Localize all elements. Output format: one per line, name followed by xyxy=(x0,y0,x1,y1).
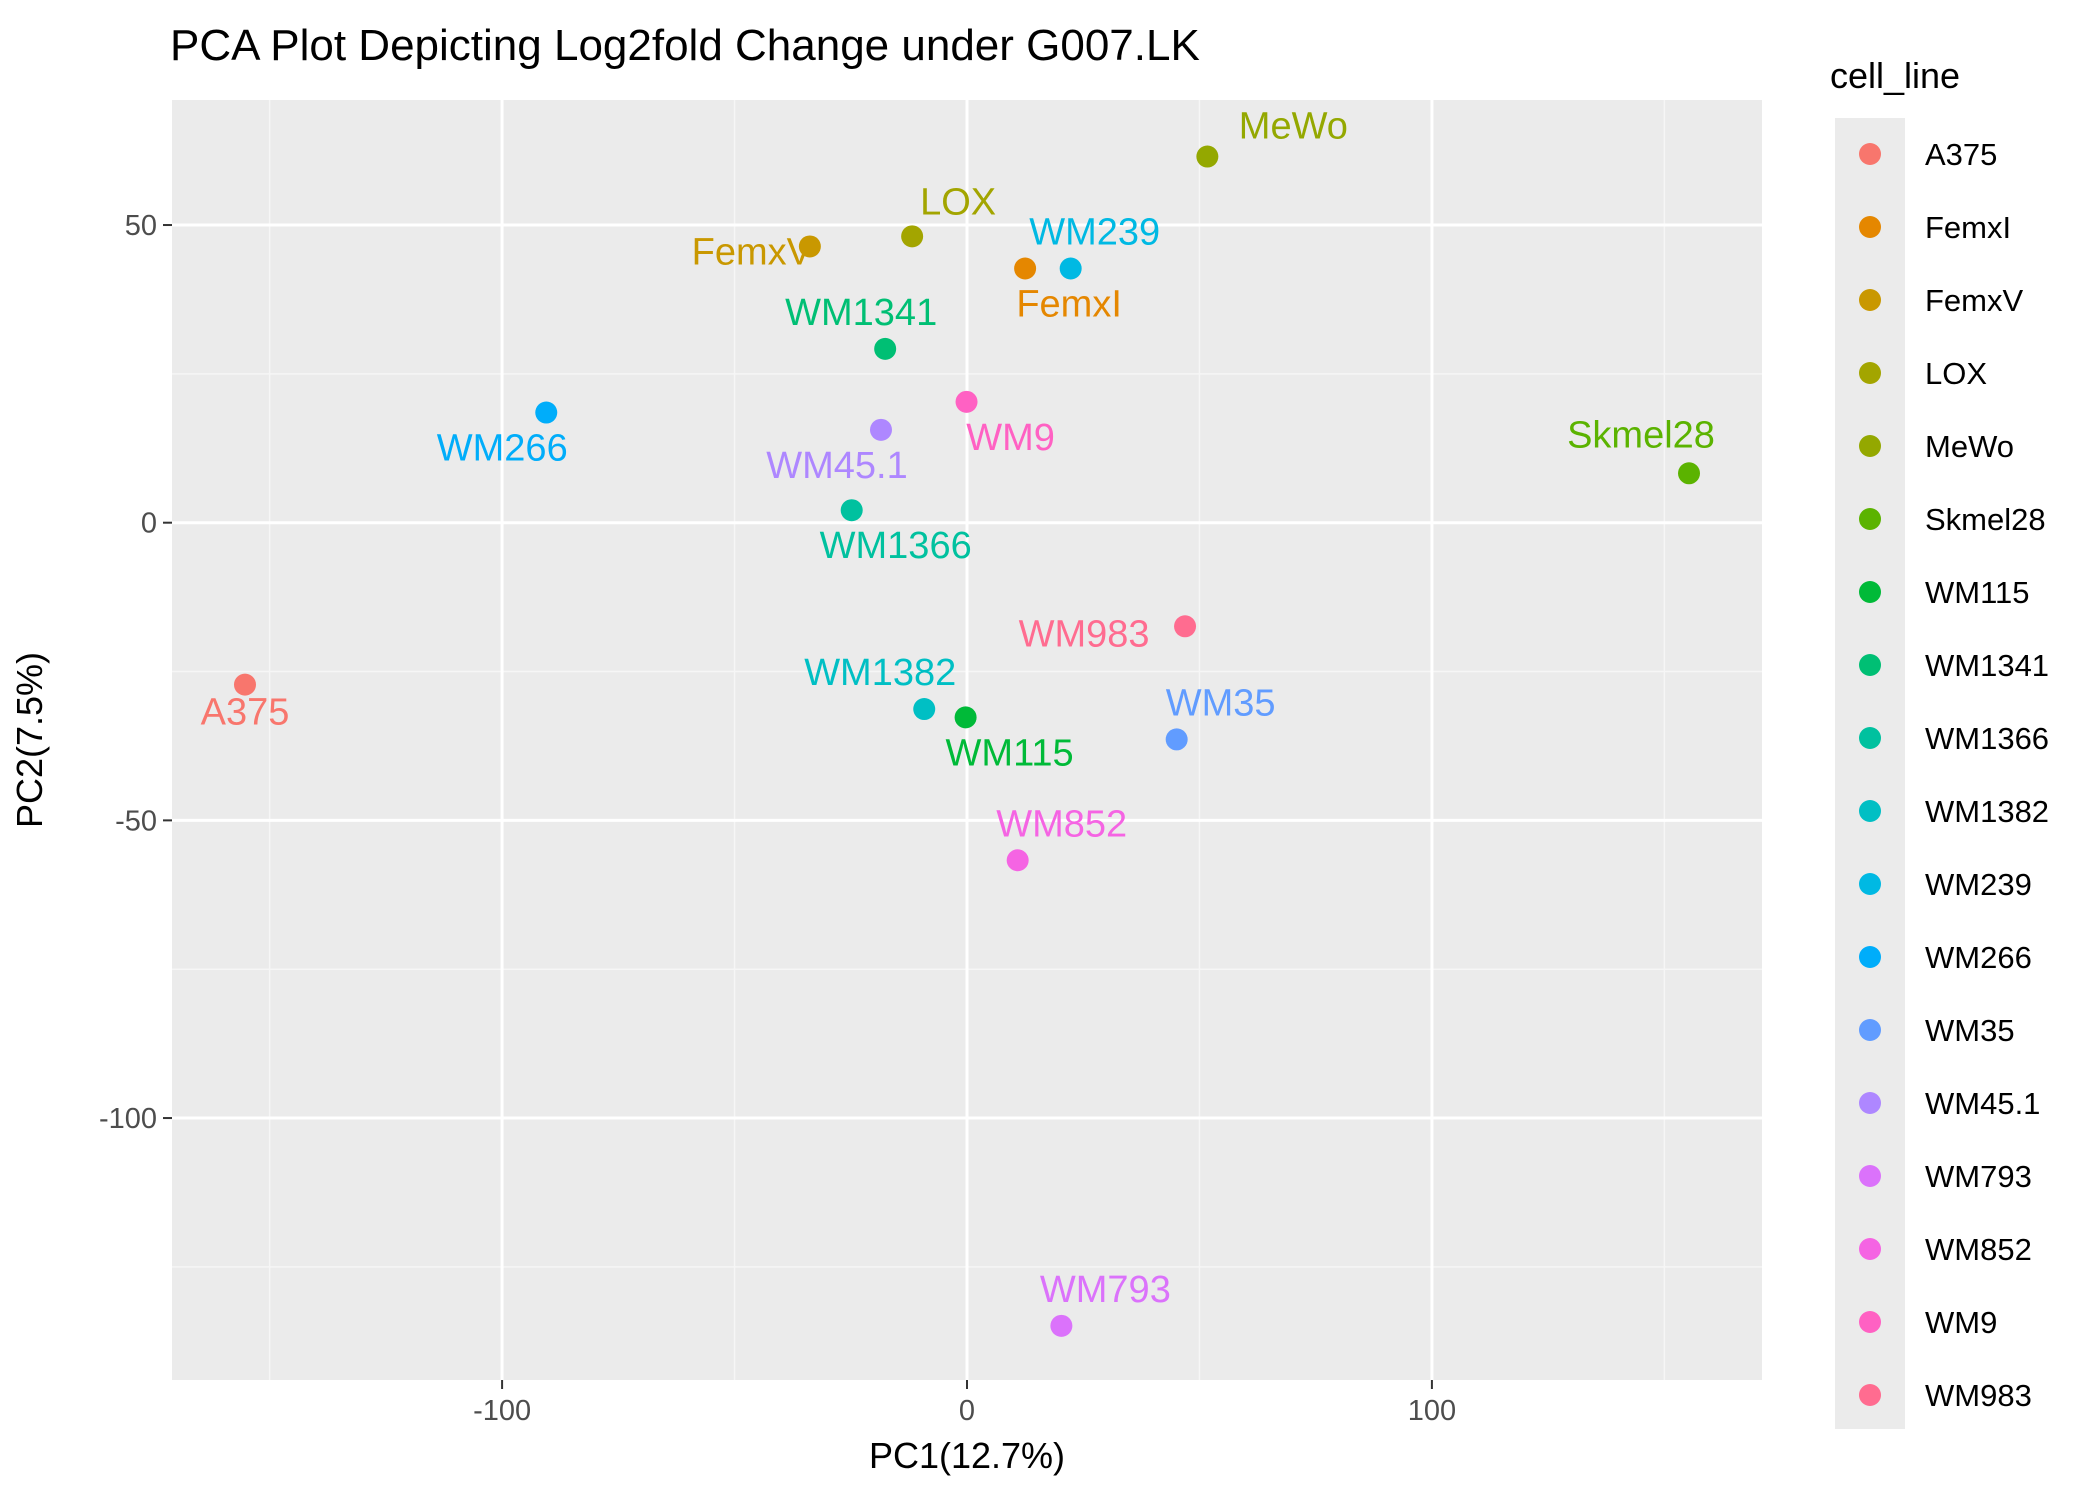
legend-key xyxy=(1859,873,1881,895)
y-tick-label: -50 xyxy=(115,805,157,837)
data-point-label: A375 xyxy=(201,692,290,734)
y-tick-label: -100 xyxy=(99,1103,157,1135)
legend-label: WM1382 xyxy=(1925,794,2049,829)
data-point-label: WM852 xyxy=(996,803,1127,845)
data-point xyxy=(901,225,924,248)
y-tick-label: 50 xyxy=(125,210,157,242)
legend-key xyxy=(1859,508,1881,530)
data-points xyxy=(233,145,1701,1337)
legend-key xyxy=(1859,1238,1881,1260)
data-point-label: WM115 xyxy=(946,732,1074,774)
data-point-label: FemxV xyxy=(692,231,813,273)
legend-key xyxy=(1859,800,1881,822)
legend-key xyxy=(1859,654,1881,676)
legend-label: FemxV xyxy=(1925,283,2024,318)
y-tick-label: 0 xyxy=(141,508,157,540)
x-tick-label: 0 xyxy=(959,1395,975,1427)
legend-label: WM9 xyxy=(1925,1305,1997,1340)
data-point xyxy=(954,706,977,729)
data-point-label: WM1382 xyxy=(804,652,956,694)
legend-label: WM852 xyxy=(1925,1232,2032,1267)
data-point xyxy=(869,418,892,441)
data-point xyxy=(1678,462,1701,485)
legend-label: FemxI xyxy=(1925,210,2011,245)
legend-items: A375 FemxI FemxV LOX MeWo Skmel28 WM115 WM1341 W… xyxy=(1859,137,2049,1413)
legend-key xyxy=(1859,581,1881,603)
data-point-label: WM1366 xyxy=(820,525,972,567)
data-point-label: LOX xyxy=(920,181,996,223)
legend-label: WM983 xyxy=(1925,1378,2032,1413)
data-point-label: Skmel28 xyxy=(1567,414,1715,456)
data-point-label: WM266 xyxy=(437,428,568,470)
data-point xyxy=(1014,257,1037,280)
legend-key xyxy=(1859,362,1881,384)
legend-key xyxy=(1859,946,1881,968)
x-tick-label: 100 xyxy=(1408,1395,1456,1427)
legend-key xyxy=(1859,1311,1881,1333)
data-point-label: WM793 xyxy=(1040,1269,1171,1311)
legend-label: WM1341 xyxy=(1925,648,2049,683)
legend-label: Skmel28 xyxy=(1925,502,2046,537)
legend-key xyxy=(1859,1092,1881,1114)
legend-title: cell_line xyxy=(1830,55,1960,96)
data-point xyxy=(1174,615,1197,638)
legend-key xyxy=(1859,216,1881,238)
legend-key xyxy=(1859,143,1881,165)
chart-title: PCA Plot Depicting Log2fold Change under… xyxy=(170,21,1200,70)
data-point-labels: A375 FemxI FemxV LOX MeWo Skmel28 WM115 WM1341 W… xyxy=(201,106,1715,1311)
data-point xyxy=(1006,849,1029,872)
data-point-label: WM9 xyxy=(966,417,1055,459)
y-axis-ticks: -100 -50 0 50 xyxy=(99,210,172,1135)
data-point xyxy=(233,673,256,696)
legend-label: A375 xyxy=(1925,137,1997,172)
y-axis-label: PC2(7.5%) xyxy=(9,652,50,828)
legend-key xyxy=(1859,1165,1881,1187)
legend-label: WM1366 xyxy=(1925,721,2049,756)
legend-label: WM115 xyxy=(1925,575,2030,610)
data-point xyxy=(1050,1314,1073,1337)
data-point-label: WM1341 xyxy=(785,292,937,334)
data-point-label: WM983 xyxy=(1019,613,1150,655)
legend-key xyxy=(1859,1019,1881,1041)
data-point xyxy=(913,698,936,721)
data-point xyxy=(798,235,821,258)
x-axis-label: PC1(12.7%) xyxy=(869,1435,1065,1476)
legend-label: WM266 xyxy=(1925,940,2032,975)
grid-major xyxy=(172,100,1762,1380)
data-point-label: WM239 xyxy=(1029,211,1160,253)
data-point-label: MeWo xyxy=(1239,106,1348,148)
legend-label: LOX xyxy=(1925,356,1987,391)
data-point-label: WM45.1 xyxy=(766,445,907,487)
legend-key xyxy=(1859,727,1881,749)
legend-key xyxy=(1859,289,1881,311)
data-point xyxy=(955,390,978,413)
data-point xyxy=(874,337,897,360)
x-axis-ticks: -100 0 100 xyxy=(473,1380,1456,1427)
data-point xyxy=(840,499,863,522)
data-point xyxy=(535,401,558,424)
data-point xyxy=(1165,728,1188,751)
legend-label: WM45.1 xyxy=(1925,1086,2040,1121)
legend-label: WM239 xyxy=(1925,867,2032,902)
x-tick-label: -100 xyxy=(473,1395,531,1427)
data-point-label: WM35 xyxy=(1166,682,1276,724)
legend-label: WM793 xyxy=(1925,1159,2032,1194)
legend: cell_line A375 FemxI FemxV LOX MeWo Skmel28 WM… xyxy=(1830,55,2049,1429)
data-point-label: FemxI xyxy=(1016,283,1122,325)
legend-key xyxy=(1859,435,1881,457)
legend-key-background xyxy=(1835,118,1905,1429)
legend-key xyxy=(1859,1384,1881,1406)
data-point xyxy=(1196,145,1219,168)
legend-label: WM35 xyxy=(1925,1013,2015,1048)
data-point xyxy=(1059,257,1082,280)
legend-label: MeWo xyxy=(1925,429,2014,464)
